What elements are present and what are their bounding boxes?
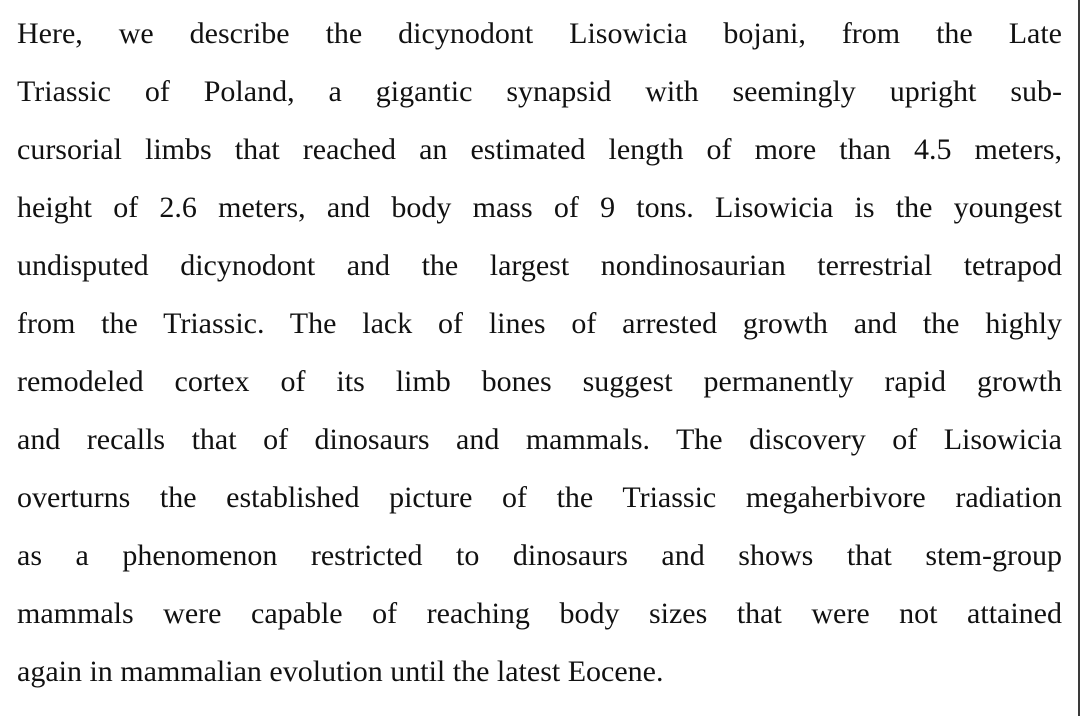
text-line: Here, we describe the dicynodont Lisowic… — [17, 17, 1062, 50]
text-line: Triassic of Poland, a gigantic synapsid … — [17, 75, 1062, 108]
text-line: mammals were capable of reaching body si… — [17, 597, 1062, 630]
text-line: height of 2.6 meters, and body mass of 9… — [17, 191, 1062, 224]
text-line: overturns the established picture of the… — [17, 481, 1062, 514]
text-line: as a phenomenon restricted to dinosaurs … — [17, 539, 1062, 572]
text-line: from the Triassic. The lack of lines of … — [17, 307, 1062, 340]
text-line: undisputed dicynodont and the largest no… — [17, 249, 1062, 282]
abstract-paragraph: Here, we describe the dicynodont Lisowic… — [17, 5, 1062, 701]
text-line: and recalls that of dinosaurs and mammal… — [17, 423, 1062, 456]
text-line: cursorial limbs that reached an estimate… — [17, 133, 1062, 166]
text-line: again in mammalian evolution until the l… — [17, 655, 664, 688]
right-edge-line — [1078, 0, 1080, 716]
text-line: remodeled cortex of its limb bones sugge… — [17, 365, 1062, 398]
